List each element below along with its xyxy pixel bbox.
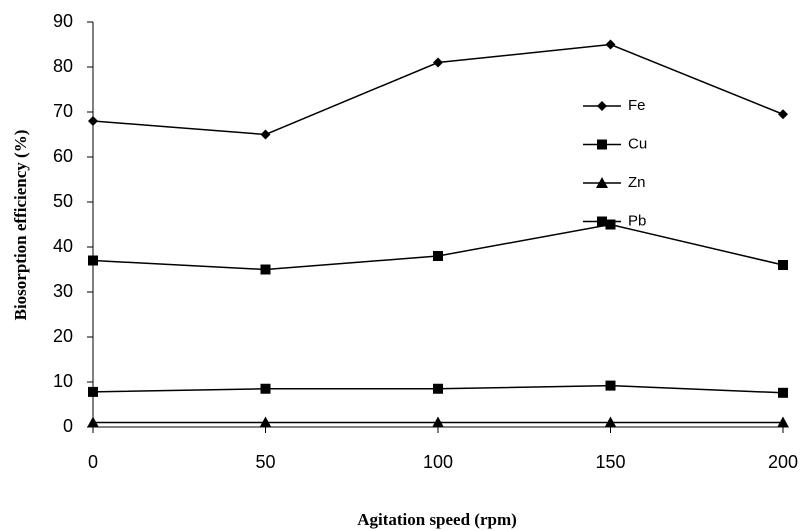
marker — [777, 416, 789, 428]
y-axis-title: Biosorption efficiency (%) — [11, 130, 30, 321]
marker — [260, 383, 271, 394]
marker — [778, 109, 788, 120]
marker — [259, 416, 272, 428]
x-tick-label: 200 — [768, 452, 798, 472]
x-tick-label: 100 — [423, 452, 453, 472]
legend-label: Pb — [628, 212, 646, 229]
x-axis-title: Agitation speed (rpm) — [357, 510, 517, 529]
marker — [88, 386, 98, 397]
y-tick-label: 10 — [53, 371, 73, 391]
legend-marker — [597, 216, 607, 227]
y-tick-label: 70 — [53, 101, 73, 121]
marker — [605, 380, 616, 391]
marker — [432, 416, 444, 428]
x-tick-label: 150 — [595, 452, 625, 472]
marker — [778, 260, 788, 270]
marker — [260, 264, 271, 275]
marker — [88, 255, 98, 266]
y-tick-label: 50 — [53, 191, 73, 211]
y-tick-label: 20 — [53, 326, 73, 346]
marker — [605, 39, 616, 50]
legend-marker — [597, 139, 607, 150]
marker — [88, 116, 98, 126]
marker — [87, 416, 99, 428]
legend-label: Cu — [628, 135, 647, 152]
y-tick-label: 0 — [63, 416, 73, 436]
marker — [605, 219, 616, 230]
marker — [778, 387, 788, 398]
marker — [433, 57, 443, 68]
y-tick-label: 40 — [53, 236, 73, 256]
legend-label: Zn — [628, 174, 646, 191]
legend-label: Fe — [628, 97, 646, 114]
y-tick-label: 80 — [53, 56, 73, 76]
y-tick-label: 90 — [53, 11, 73, 31]
x-tick-label: 0 — [88, 452, 98, 472]
x-tick-label: 50 — [255, 452, 275, 472]
legend-marker — [597, 101, 607, 111]
marker — [260, 129, 271, 140]
series-line — [92, 223, 784, 271]
y-tick-label: 30 — [53, 281, 73, 301]
y-tick-label: 60 — [53, 146, 73, 166]
marker — [604, 416, 617, 428]
marker — [433, 251, 443, 261]
legend-marker — [596, 177, 608, 188]
marker — [433, 383, 443, 394]
